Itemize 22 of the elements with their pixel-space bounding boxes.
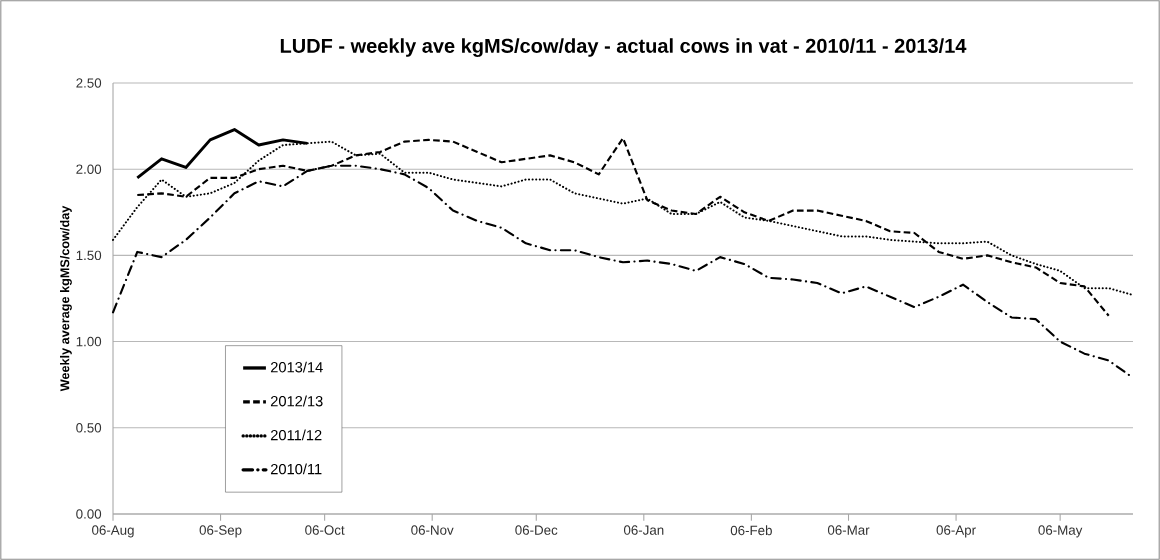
- x-tick-label: 06-May: [1038, 525, 1083, 538]
- legend-label: 2010/11: [270, 463, 322, 475]
- legend-label: 2011/12: [270, 429, 322, 441]
- y-tick-label: 1.50: [76, 250, 102, 261]
- x-tick-label: 06-Mar: [827, 525, 870, 535]
- y-tick-label: 2.00: [76, 164, 102, 174]
- x-tick-label: 06-Jan: [623, 525, 664, 535]
- x-tick-label: 06-Sep: [199, 525, 242, 538]
- x-tick-label: 06-Aug: [92, 525, 134, 538]
- x-tick-label: 06-Nov: [411, 525, 454, 535]
- legend-label: 2012/13: [270, 395, 323, 407]
- x-tick-label: 06-Dec: [515, 525, 558, 535]
- legend-label: 2013/14: [270, 361, 323, 373]
- x-tick-label: 06-Apr: [936, 525, 976, 538]
- y-tick-label: 0.50: [76, 423, 102, 433]
- y-tick-label: 0.00: [76, 509, 102, 519]
- x-tick-label: 06-Feb: [730, 525, 772, 536]
- y-tick-label: 1.00: [76, 336, 102, 347]
- x-tick-label: 06-Oct: [305, 525, 345, 535]
- y-axis-title: Weekly average kgMS/cow/day: [60, 205, 72, 392]
- y-tick-label: 2.50: [76, 78, 102, 88]
- chart-title: LUDF - weekly ave kgMS/cow/day - actual cows in vat - 2010/11 - 2013/14: [280, 38, 967, 57]
